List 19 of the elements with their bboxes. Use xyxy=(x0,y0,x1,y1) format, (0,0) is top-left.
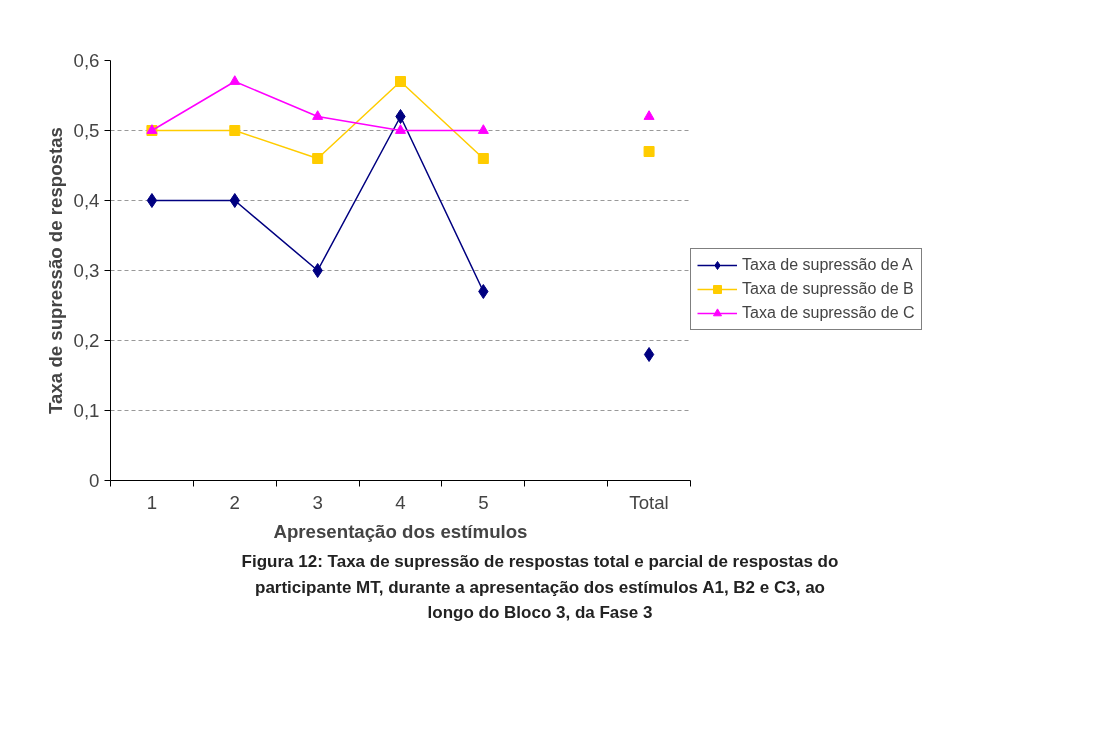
y-tick-label: 0 xyxy=(89,470,100,491)
x-tick-label: 4 xyxy=(395,491,406,513)
legend-label: Taxa de supressão de C xyxy=(742,304,915,322)
y-tick-label: 0,5 xyxy=(73,120,100,141)
y-tick-label: 0,4 xyxy=(73,190,100,211)
legend-label: Taxa de supressão de A xyxy=(742,256,913,274)
y-tick-label: 0,6 xyxy=(73,50,100,71)
text: Figura 12: Taxa de supressão de respostas total e parcial de respostas do participante MT, durante a apresentação dos estímulos A1, B2 e C3, ao longo do Bloco 3, da Fase 3 xyxy=(241,551,839,624)
y-axis-title: Taxa de supressão de respostas xyxy=(44,127,66,414)
y-tick-label: 0,3 xyxy=(73,260,100,281)
x-tick-label: Total xyxy=(629,491,669,513)
y-tick-label: 0,1 xyxy=(73,400,100,421)
x-tick-label: 1 xyxy=(146,491,158,513)
x-tick-label: 5 xyxy=(478,491,489,513)
y-tick-label: 0,2 xyxy=(73,330,100,351)
x-tick-label: 2 xyxy=(229,491,240,513)
x-axis-title: Apresentação dos estímulos xyxy=(273,520,528,542)
legend-label: Taxa de supressão de B xyxy=(742,280,914,298)
x-tick-label: 3 xyxy=(312,491,323,513)
